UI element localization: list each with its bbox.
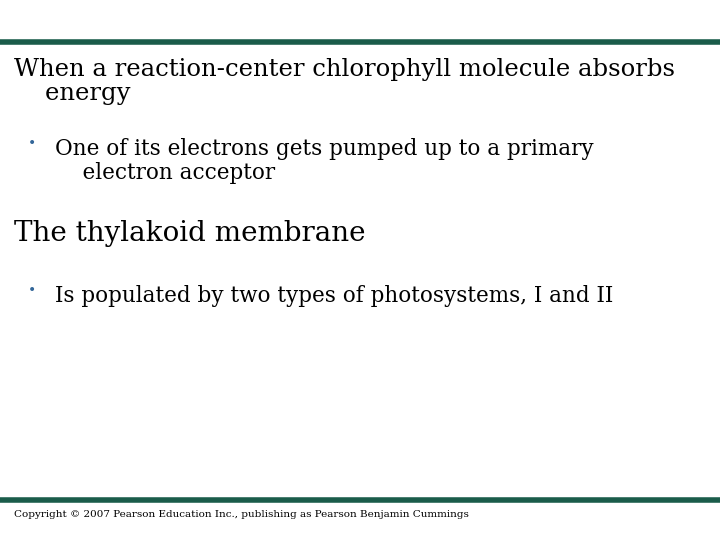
- Text: •: •: [28, 284, 36, 298]
- Text: •: •: [28, 137, 36, 151]
- Text: Copyright © 2007 Pearson Education Inc., publishing as Pearson Benjamin Cummings: Copyright © 2007 Pearson Education Inc.,…: [14, 510, 469, 519]
- Text: One of its electrons gets pumped up to a primary: One of its electrons gets pumped up to a…: [55, 138, 593, 160]
- Text: Is populated by two types of photosystems, I and II: Is populated by two types of photosystem…: [55, 285, 613, 307]
- Text: energy: energy: [14, 82, 130, 105]
- Text: When a reaction-center chlorophyll molecule absorbs: When a reaction-center chlorophyll molec…: [14, 58, 675, 81]
- Text: electron acceptor: electron acceptor: [55, 162, 275, 184]
- Text: The thylakoid membrane: The thylakoid membrane: [14, 220, 366, 247]
